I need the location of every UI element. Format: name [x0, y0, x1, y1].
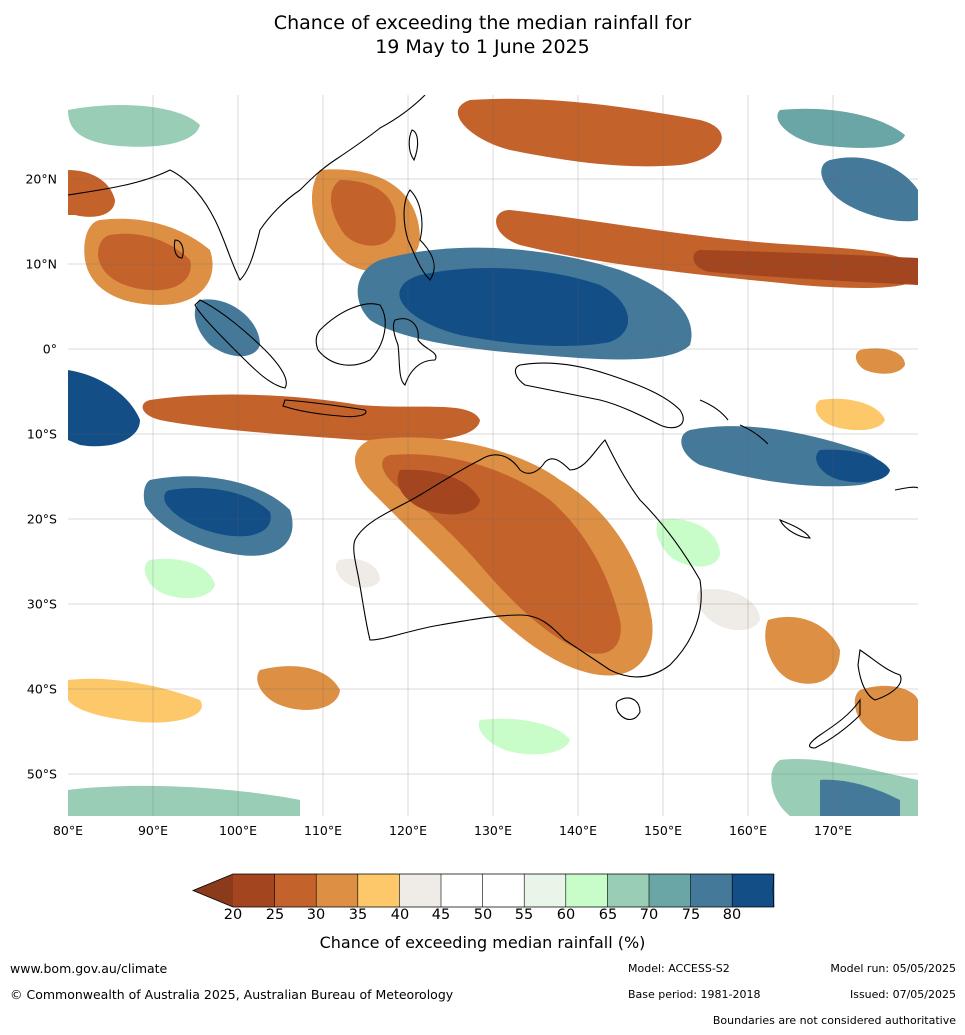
lon-label: 110°E	[303, 823, 343, 838]
colorbar-swatch	[482, 874, 525, 907]
disclaimer-text: Boundaries are not considered authoritat…	[712, 1014, 956, 1027]
colorbar-label: 25	[265, 907, 285, 923]
colorbar-title: Chance of exceeding median rainfall (%)	[319, 933, 646, 952]
colorbar-label: 75	[681, 907, 701, 923]
colorbar	[191, 873, 775, 908]
graticule	[68, 95, 918, 816]
rainfall-fields	[68, 98, 918, 816]
lat-label: 20°S	[26, 511, 57, 527]
model-run-text: Model run: 05/05/2025	[830, 962, 956, 975]
colorbar-label: 55	[514, 907, 534, 923]
colorbar-swatch	[690, 874, 733, 907]
website-link[interactable]: www.bom.gov.au/climate	[10, 961, 168, 976]
colorbar-under-arrow	[193, 874, 233, 907]
lat-label: 0°	[42, 341, 57, 357]
lon-label: 160°E	[728, 823, 768, 838]
colorbar-swatch	[441, 874, 484, 907]
colorbar-label: 30	[306, 907, 326, 923]
lon-label: 150°E	[643, 823, 683, 838]
lon-label: 90°E	[137, 823, 169, 838]
lon-label: 140°E	[558, 823, 598, 838]
lat-label: 10°S	[26, 426, 57, 442]
lon-label: 170°E	[813, 823, 853, 838]
lat-label: 50°S	[26, 766, 57, 782]
colorbar-label: 50	[473, 907, 493, 923]
colorbar-swatch	[316, 874, 359, 907]
base-period-text: Base period: 1981-2018	[628, 988, 761, 1001]
colorbar-swatch	[399, 874, 442, 907]
colorbar-label: 70	[639, 907, 659, 923]
lat-label: 40°S	[26, 681, 57, 697]
colorbar-swatch	[274, 874, 317, 907]
lon-label: 100°E	[218, 823, 258, 838]
colorbar-label: 40	[390, 907, 410, 923]
copyright-text: © Commonwealth of Australia 2025, Austra…	[10, 987, 454, 1002]
chart-title: Chance of exceeding the median rainfall …	[273, 12, 692, 34]
lat-label: 10°N	[25, 256, 57, 272]
chart-subtitle: 19 May to 1 June 2025	[375, 36, 590, 58]
colorbar-label: 35	[348, 907, 368, 923]
model-text: Model: ACCESS-S2	[628, 962, 730, 975]
colorbar-swatch	[565, 874, 608, 907]
colorbar-label: 20	[223, 907, 243, 923]
issued-text: Issued: 07/05/2025	[849, 988, 956, 1001]
colorbar-swatch	[357, 874, 400, 907]
colorbar-label: 65	[598, 907, 618, 923]
colorbar-outline	[191, 873, 775, 908]
colorbar-swatch	[233, 874, 276, 907]
lat-label: 30°S	[26, 596, 57, 612]
colorbar-swatch	[607, 874, 650, 907]
lon-label: 120°E	[388, 823, 428, 838]
colorbar-label: 60	[556, 907, 576, 923]
colorbar-label: 80	[722, 907, 742, 923]
colorbar-swatch	[732, 874, 775, 907]
lon-label: 130°E	[473, 823, 513, 838]
colorbar-label: 45	[431, 907, 451, 923]
colorbar-swatch	[649, 874, 692, 907]
coastlines	[68, 95, 918, 749]
colorbar-swatch	[524, 874, 567, 907]
lat-label: 20°N	[25, 171, 57, 187]
lon-label: 80°E	[52, 823, 84, 838]
